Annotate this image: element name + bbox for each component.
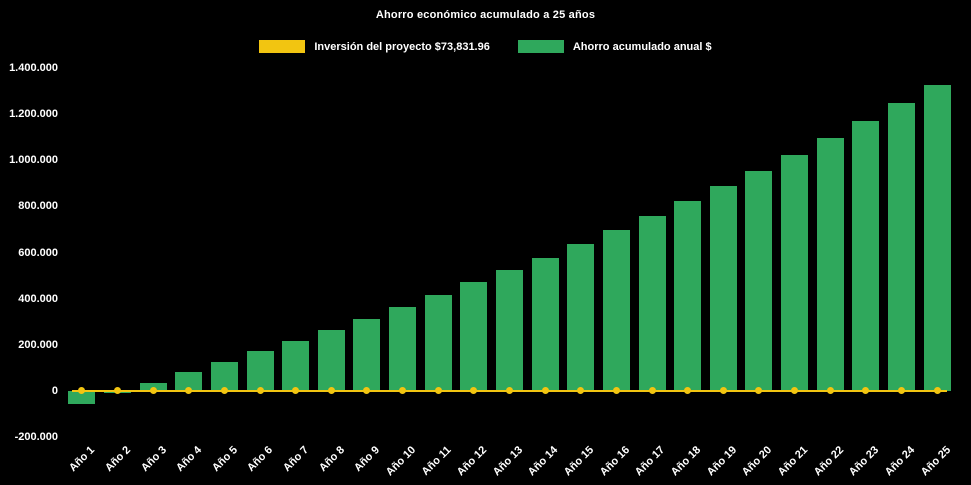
investment-line-marker — [113, 387, 121, 395]
x-axis-label: Año 25 — [918, 444, 953, 479]
x-axis-label: Año 19 — [704, 444, 739, 479]
investment-line-marker — [185, 387, 193, 395]
bar — [175, 372, 203, 391]
x-axis-label: Año 10 — [383, 444, 419, 479]
bar — [496, 269, 523, 391]
investment-line-marker — [755, 387, 763, 395]
y-axis-label: 0 — [51, 384, 58, 397]
x-axis-label: Año 18 — [668, 444, 704, 479]
bar — [139, 382, 167, 391]
legend-item-bar: Ahorro acumulado anual $ — [517, 40, 712, 53]
x-axis-label: Año 1 — [67, 444, 98, 475]
bar — [460, 282, 488, 391]
investment-line-marker — [862, 387, 870, 395]
bar — [602, 230, 630, 391]
x-axis-label: Año 3 — [138, 444, 169, 475]
x-axis-label: Año 11 — [419, 444, 454, 478]
legend-swatch-line — [259, 40, 306, 53]
bar — [852, 121, 880, 391]
y-axis-label: 200.000 — [18, 338, 58, 351]
investment-line-marker — [363, 387, 371, 395]
investment-line-marker — [719, 387, 727, 395]
bar — [781, 155, 809, 391]
legend-swatch-bar — [517, 40, 564, 53]
x-axis-label: Año 13 — [490, 444, 525, 479]
investment-line-marker — [220, 387, 228, 395]
x-axis-label: Año 2 — [102, 444, 133, 475]
investment-line-marker — [506, 387, 513, 395]
bar — [246, 350, 274, 391]
x-axis-label: Año 21 — [775, 444, 811, 479]
y-axis-label: 1.400.000 — [9, 62, 58, 74]
x-axis-label: Año 24 — [882, 444, 918, 479]
investment-line-marker — [149, 387, 157, 395]
bar — [745, 171, 773, 391]
legend-label: Inversión del proyecto $73,831.96 — [314, 40, 490, 53]
x-axis-label: Año 7 — [281, 444, 312, 475]
bar — [353, 318, 381, 391]
x-axis-label: Año 16 — [597, 444, 632, 479]
investment-line-marker — [791, 387, 799, 395]
investment-line-marker — [933, 387, 941, 395]
investment-line-marker — [684, 387, 692, 395]
investment-line-marker — [78, 387, 86, 395]
x-axis-label: Año 23 — [846, 444, 882, 479]
y-axis-label: 1.200.000 — [9, 108, 58, 121]
x-axis-label: Año 6 — [245, 444, 276, 475]
bar — [816, 138, 844, 391]
investment-line-marker — [898, 387, 906, 395]
bar — [638, 216, 666, 391]
investment-line-marker — [826, 387, 834, 395]
x-axis-label: Año 14 — [526, 444, 561, 479]
investment-line-marker — [577, 387, 585, 395]
x-axis-label: Año 5 — [209, 444, 240, 475]
investment-line-marker — [541, 387, 549, 395]
bar — [389, 306, 417, 391]
investment-line-marker — [292, 387, 300, 395]
investment-line-marker — [470, 387, 478, 395]
investment-line-marker — [327, 387, 335, 395]
x-axis-label: Año 15 — [561, 444, 597, 479]
bar — [282, 340, 310, 391]
chart-title: Ahorro económico acumulado a 25 años — [375, 9, 596, 21]
bar — [317, 329, 345, 391]
legend-item-line: Inversión del proyecto $73,831.96 — [259, 40, 490, 53]
bar — [424, 294, 452, 391]
legend-label: Ahorro acumulado anual $ — [572, 40, 712, 53]
y-axis-label: -200.000 — [14, 431, 58, 443]
x-axis-label: Año 17 — [633, 444, 668, 479]
y-axis-label: 800.000 — [18, 200, 58, 213]
y-axis-label: 400.000 — [18, 292, 58, 305]
y-axis-label: 1.000.000 — [9, 154, 58, 167]
x-axis-label: Año 20 — [740, 444, 775, 479]
bar — [531, 257, 559, 391]
investment-line-marker — [256, 387, 264, 395]
y-axis-label: 600.000 — [18, 246, 58, 259]
investment-line-marker — [434, 387, 442, 395]
bar — [923, 85, 951, 391]
x-axis-label: Año 9 — [352, 444, 383, 475]
investment-line-marker — [612, 387, 620, 395]
investment-line-marker — [648, 387, 656, 395]
bar — [68, 390, 96, 404]
chart-legend: Inversión del proyecto $73,831.96 Ahorro … — [0, 40, 971, 53]
x-axis-label: Año 8 — [316, 444, 347, 475]
investment-line-marker — [399, 387, 407, 395]
x-axis-label: Año 12 — [454, 444, 490, 479]
bar — [210, 361, 238, 391]
bar — [709, 186, 737, 391]
bar — [888, 103, 916, 391]
x-axis-label: Año 4 — [174, 444, 205, 475]
bar — [567, 243, 595, 391]
bar — [674, 201, 702, 391]
x-axis-label: Año 22 — [811, 444, 846, 479]
